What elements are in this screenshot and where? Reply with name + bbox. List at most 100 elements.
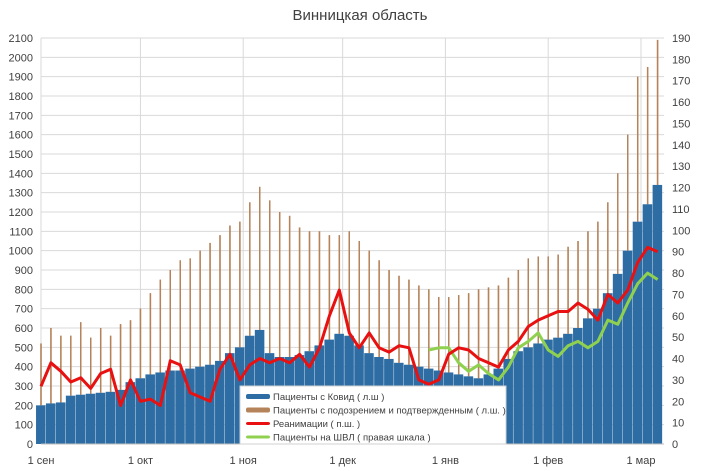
left-tick-label: 1500 [9, 149, 33, 161]
bar-suspected-top [70, 335, 72, 396]
left-tick-label: 1900 [9, 72, 33, 84]
bar-suspected-top [149, 293, 152, 375]
bar-suspected-top [438, 297, 440, 371]
bar-suspected-top [90, 337, 92, 394]
right-tick-label: 110 [672, 204, 690, 216]
bar-suspected-top [269, 200, 271, 354]
bar-covid-patients [563, 333, 573, 444]
left-tick-label: 200 [15, 400, 33, 412]
left-tick-label: 2100 [9, 33, 33, 45]
bar-suspected-top [607, 202, 609, 294]
bar-covid-patients [115, 389, 126, 444]
right-tick-label: 20 [672, 396, 684, 408]
bar-covid-patients [105, 391, 116, 444]
x-tick-label: 1 сен [28, 455, 55, 467]
bar-suspected-top [99, 328, 102, 393]
bar-covid-patients [145, 374, 155, 444]
bar-suspected-top [537, 256, 539, 344]
left-tick-label: 400 [15, 362, 33, 374]
left-tick-label: 100 [15, 420, 33, 432]
bar-suspected-top [259, 186, 261, 330]
bar-suspected-top [318, 231, 321, 346]
left-tick-label: 1300 [9, 188, 33, 200]
bar-covid-patients [75, 394, 86, 444]
bar-covid-patients [642, 204, 653, 444]
bar-suspected-top [199, 250, 201, 367]
bar-suspected-top [448, 297, 450, 373]
bar-suspected-top [129, 320, 132, 383]
right-tick-label: 50 [672, 332, 684, 344]
right-tick-label: 140 [672, 140, 690, 152]
bar-suspected-top [328, 235, 331, 340]
legend: Пациенты с Ковид ( л.ш ) Пациенты с подоз… [239, 385, 507, 445]
left-tick-label: 1700 [9, 110, 33, 122]
left-tick-label: 600 [15, 323, 33, 335]
bar-covid-patients [165, 370, 175, 444]
bar-suspected-top [308, 231, 311, 352]
left-tick-label: 1000 [9, 246, 33, 258]
bar-suspected-top [219, 235, 221, 361]
legend-label: Пациенты с подозрением и подтвержденным … [273, 406, 506, 417]
bar-suspected-top [358, 241, 360, 346]
bar-covid-patients [622, 250, 633, 444]
bar-suspected-top [587, 231, 589, 319]
right-tick-label: 40 [672, 354, 684, 366]
bar-covid-patients [224, 353, 235, 444]
bar-suspected-top [119, 324, 122, 390]
legend-label: Реанимации ( п.ш. ) [273, 419, 360, 430]
bar-suspected-top [457, 295, 460, 375]
right-tick-label: 190 [672, 33, 690, 45]
right-tick-label: 10 [672, 418, 684, 430]
bar-suspected-top [497, 285, 500, 369]
bar-suspected-top [378, 260, 380, 357]
bar-covid-patients [533, 343, 543, 444]
right-tick-label: 150 [672, 118, 690, 130]
bar-suspected-top [229, 225, 231, 354]
bar-covid-patients [632, 221, 643, 444]
bar-covid-patients [503, 358, 513, 444]
left-tick-label: 1600 [9, 130, 33, 142]
left-tick-label: 300 [15, 381, 33, 393]
bar-covid-patients [523, 347, 533, 444]
bar-suspected-top [60, 335, 62, 403]
bar-covid-patients [592, 308, 603, 444]
x-tick-label: 1 мар [627, 455, 656, 467]
right-tick-label: 80 [672, 268, 684, 280]
left-tick-label: 1200 [9, 207, 33, 219]
bar-suspected-top [408, 279, 410, 365]
legend-swatch [246, 435, 270, 439]
left-tick-label: 900 [15, 265, 33, 277]
bar-suspected-top [388, 270, 390, 359]
bar-suspected-top [627, 134, 629, 251]
legend-swatch [246, 394, 270, 399]
bar-suspected-top [577, 241, 579, 328]
bar-suspected-top [467, 293, 470, 377]
x-tick-label: 1 окт [128, 455, 153, 467]
legend-swatch [246, 407, 270, 413]
right-tick-label: 170 [672, 76, 690, 88]
bar-suspected-top [139, 308, 142, 379]
bar-covid-patients [45, 403, 56, 444]
x-tick-label: 1 фев [533, 455, 563, 467]
bar-covid-patients [135, 378, 146, 444]
bar-covid-patients [55, 402, 66, 444]
bar-covid-patients [95, 392, 106, 444]
bar-suspected-top [159, 279, 162, 373]
right-tick-label: 120 [672, 183, 690, 195]
bar-suspected-top [348, 231, 350, 336]
line-ventilator [428, 271, 659, 382]
bar-suspected-top [428, 289, 430, 369]
bar-suspected-top [249, 202, 251, 336]
bar-covid-patients [215, 360, 225, 444]
bar-suspected-top [298, 227, 301, 356]
bar-covid-patients [513, 351, 523, 444]
bar-suspected-top [189, 258, 191, 369]
bar-covid-patients [602, 293, 613, 444]
bar-suspected-top [487, 287, 490, 375]
bar-suspected-top [557, 254, 559, 338]
x-tick-label: 1 ноя [230, 455, 257, 467]
legend-label: Пациенты с Ковид ( л.ш ) [273, 392, 384, 403]
bar-covid-patients [553, 337, 563, 444]
right-tick-label: 180 [672, 54, 690, 66]
bar-suspected-top [278, 212, 281, 357]
